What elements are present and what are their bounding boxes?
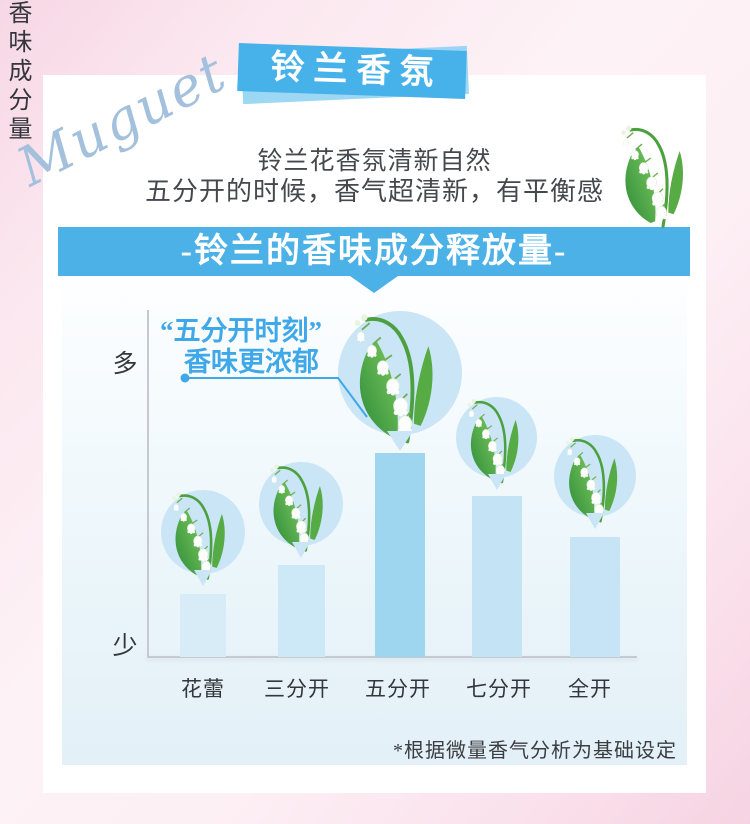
banner-arrow-icon (350, 276, 398, 293)
lily-of-the-valley-icon (552, 429, 637, 524)
bubble-tail (586, 513, 604, 529)
lily-of-the-valley-icon (158, 484, 245, 581)
bubble-tail (194, 570, 212, 586)
y-axis-line (147, 310, 149, 657)
x-axis-line (147, 656, 637, 658)
x-label-seven-tenths: 七分开 (466, 677, 532, 701)
y-axis-label-high: 多 (112, 351, 138, 378)
x-label-three-tenths: 三分开 (264, 677, 330, 701)
flower-bubble-three-tenths (259, 462, 343, 546)
bar-three-tenths-open (278, 565, 325, 657)
bubble-tail (488, 474, 506, 490)
bubble-tail (387, 431, 413, 451)
annotation-line-1: “五分开时刻” (160, 316, 322, 346)
lily-of-the-valley-icon (334, 302, 463, 446)
badge-label: 铃兰香氛 (237, 43, 467, 99)
bar-bud (180, 594, 226, 657)
flower-bubble-five-tenths (338, 311, 462, 435)
intro-line-1: 铃兰花香氛清新自然 (257, 148, 492, 175)
bar-full-open (570, 537, 620, 657)
x-label-bud: 花蕾 (181, 677, 225, 701)
footnote: *根据微量香气分析为基础设定 (393, 740, 677, 762)
chart-title-banner: -铃兰的香味成分释放量- (58, 227, 690, 276)
annotation-line-2: 香味更浓郁 (184, 347, 319, 377)
intro-line-2: 五分开的时候，香气超清新，有平衡感 (144, 177, 604, 206)
product-badge: 铃兰香氛 (237, 43, 470, 105)
bubble-tail (292, 542, 310, 558)
y-axis-label-low: 少 (112, 633, 138, 660)
annotation-callout: “五分开时刻” 香味更浓郁 (160, 316, 322, 378)
y-axis-title: 香味成分量 (4, 0, 30, 145)
bar-five-tenths-open (375, 453, 425, 657)
flower-bubble-seven-tenths (456, 397, 537, 478)
bar-seven-tenths-open (472, 496, 522, 657)
x-label-full-open: 全开 (568, 677, 612, 701)
flower-bubble-full-open (554, 435, 636, 517)
lily-of-the-valley-icon (256, 456, 343, 553)
lily-of-the-valley-icon (454, 391, 538, 485)
flower-bubble-bud (161, 490, 245, 574)
lily-of-the-valley-icon (610, 116, 702, 230)
x-label-five-tenths: 五分开 (365, 677, 431, 701)
